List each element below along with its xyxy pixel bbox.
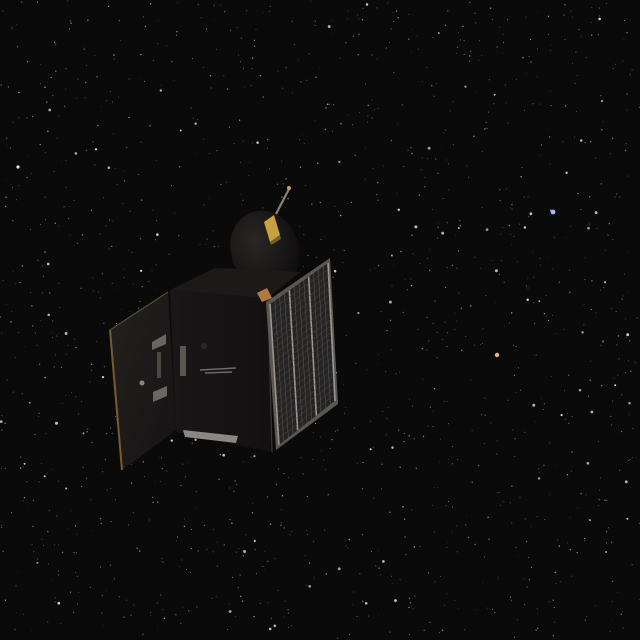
solar-array xyxy=(266,258,338,450)
body-instrument xyxy=(199,367,237,374)
spacecraft xyxy=(109,186,338,471)
side-panel-strut-2 xyxy=(157,352,161,378)
spacecraft-body xyxy=(170,268,300,453)
side-panel-knob xyxy=(139,380,145,386)
antenna-feed-gold xyxy=(264,215,280,242)
white-star xyxy=(16,165,20,169)
body-bracket xyxy=(180,346,186,376)
body-top-fitting xyxy=(257,288,272,302)
blue-star xyxy=(550,209,556,215)
side-panel-strut-3 xyxy=(153,386,167,402)
antenna-mast xyxy=(275,188,290,215)
body-bottom-plate xyxy=(183,430,238,443)
orange-star xyxy=(494,352,500,358)
body-port xyxy=(201,343,207,349)
side-panel xyxy=(109,291,176,471)
antenna-feed-shade xyxy=(270,235,281,245)
side-panel-strut-1 xyxy=(152,334,166,350)
antenna-tip xyxy=(287,186,291,190)
body-front-face xyxy=(170,290,272,452)
side-panel-top-edge xyxy=(109,291,169,331)
side-panel-edge xyxy=(109,329,123,471)
solar-cells xyxy=(269,262,336,446)
